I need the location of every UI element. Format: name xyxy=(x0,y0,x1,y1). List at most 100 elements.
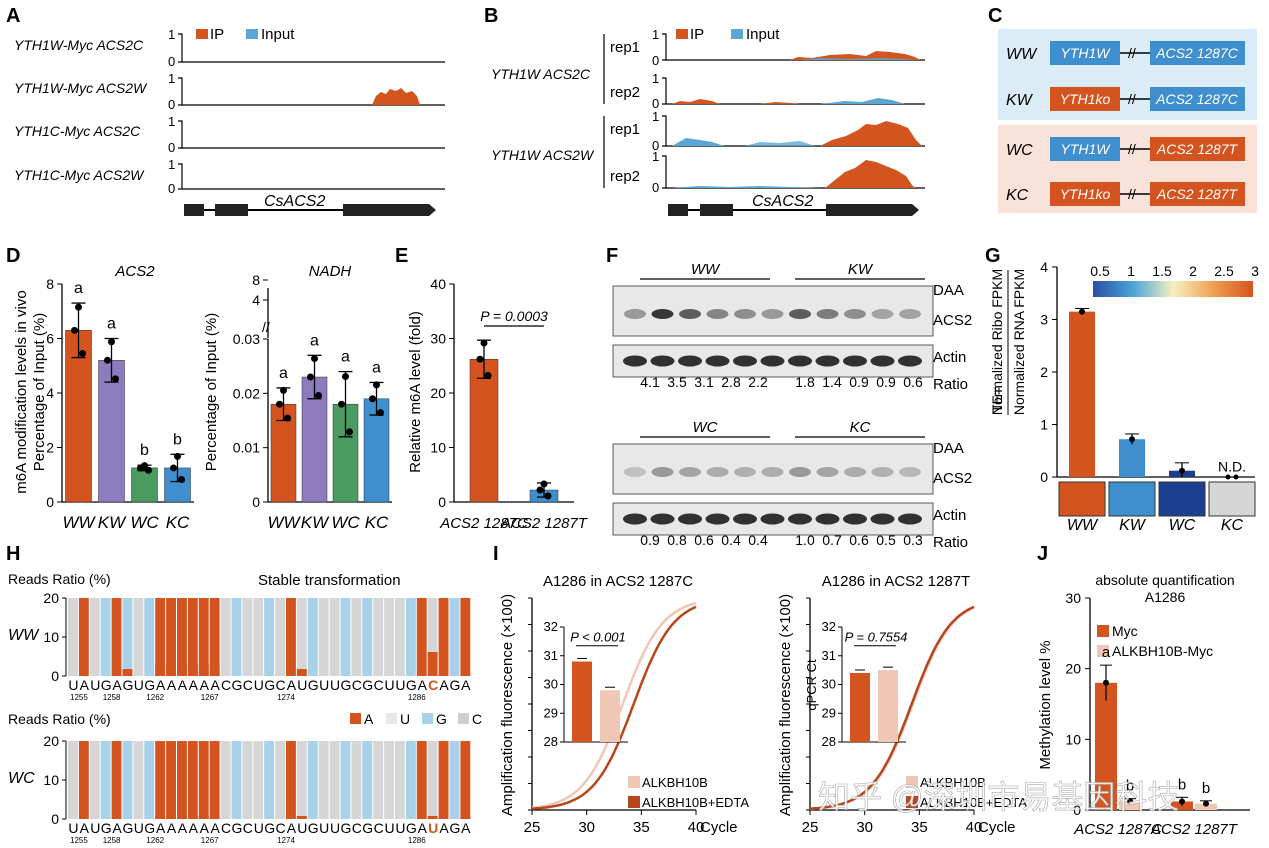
y-tick-label: 20 xyxy=(43,733,59,749)
y-tick-label: 0 xyxy=(1040,469,1048,485)
sequence-base: U xyxy=(319,677,329,693)
bar xyxy=(1069,311,1095,477)
ratio-value: 2.8 xyxy=(721,374,741,390)
a-fraction xyxy=(187,816,198,819)
sequence-base: G xyxy=(308,677,319,693)
gene-model xyxy=(184,204,436,216)
construct-box xyxy=(1150,182,1245,206)
base-bar xyxy=(220,598,231,676)
track-label: YTH1C-Myc ACS2C xyxy=(14,123,141,139)
sequence-base: A xyxy=(210,820,220,836)
base-bar xyxy=(122,598,133,676)
rep-label: rep1 xyxy=(610,121,640,138)
linker-break: // xyxy=(1128,91,1136,107)
data-point xyxy=(276,400,283,408)
construct-label: YTH1ko xyxy=(1060,186,1111,202)
base-bar xyxy=(362,741,373,819)
legend-input-label: Input xyxy=(261,26,295,43)
a-fraction xyxy=(198,664,209,676)
x-tick-label: ACS2 1287T xyxy=(1150,821,1239,838)
a-fraction xyxy=(427,816,438,819)
significance-letter: b xyxy=(173,431,182,448)
base-bar xyxy=(144,598,155,676)
base-bar xyxy=(242,598,253,676)
base-bar xyxy=(395,741,405,819)
inset-y-label: qPCR Ct xyxy=(804,659,819,711)
construct-label: ACS2 1287C xyxy=(1155,45,1239,61)
data-point xyxy=(544,492,552,500)
significance-letter: a xyxy=(74,280,83,297)
sequence-base: A xyxy=(210,677,220,693)
sequence-base: A xyxy=(167,820,177,836)
legend-ip-swatch xyxy=(676,29,688,39)
sequence-base: A xyxy=(439,820,449,836)
legend-swatch xyxy=(422,713,433,724)
base-bar xyxy=(209,741,220,819)
y-tick-label: 20 xyxy=(1065,661,1081,677)
svg-text:0: 0 xyxy=(168,54,175,69)
base-bar xyxy=(449,598,460,676)
legend-swatch xyxy=(386,713,397,724)
bar xyxy=(469,358,499,503)
acs2-band xyxy=(706,467,729,477)
gene-name: CsACS2 xyxy=(752,193,813,210)
actin-band xyxy=(898,355,922,367)
inset-tick-label: 32 xyxy=(544,619,558,634)
y-axis-label: Percentage of Input (%) xyxy=(203,313,220,471)
a-fraction xyxy=(460,816,471,819)
ratio-value: 4.1 xyxy=(640,374,660,390)
inset-tick-label: 32 xyxy=(822,619,836,634)
sequence-base: A xyxy=(461,677,471,693)
construct-box xyxy=(1150,87,1245,111)
gene-model xyxy=(668,204,919,216)
base-bar xyxy=(416,741,427,819)
sequence-base: U xyxy=(90,820,100,836)
base-bar xyxy=(133,741,144,819)
base-bar xyxy=(166,598,176,676)
sequence-base: G xyxy=(232,820,243,836)
panel-b-label: B xyxy=(484,5,498,27)
track-label: YTH1C-Myc ACS2W xyxy=(14,167,145,183)
legend-swatch xyxy=(906,796,918,808)
a-fraction xyxy=(209,664,220,676)
legend-label: ALKBH10B xyxy=(920,775,986,790)
significance-letter: a xyxy=(310,332,319,349)
legend-swatch xyxy=(1097,625,1109,637)
nd-label: N.D. xyxy=(1218,458,1246,474)
base-bar xyxy=(242,741,253,819)
actin-band xyxy=(843,513,867,525)
x-tick-label: KW xyxy=(301,513,330,532)
ratio-value: 0.9 xyxy=(640,532,660,548)
sequence-base: A xyxy=(167,677,177,693)
sequence-base: G xyxy=(101,677,112,693)
legend-label: U xyxy=(400,711,410,727)
sequence-base: U xyxy=(254,820,264,836)
svg-text:0: 0 xyxy=(652,96,659,111)
sequence-base: U xyxy=(395,820,405,836)
base-bar xyxy=(231,741,242,819)
data-point xyxy=(484,371,492,379)
ratio-value: 0.5 xyxy=(876,532,896,548)
sequence-base: C xyxy=(275,820,285,836)
y-tick-label: 10 xyxy=(430,440,446,456)
construct-label: YTH1ko xyxy=(1060,91,1111,107)
actin-band xyxy=(650,355,675,367)
data-point xyxy=(338,400,345,408)
sequence-base: C xyxy=(221,677,231,693)
acs2-band xyxy=(899,309,921,319)
sequence-base: A xyxy=(439,677,449,693)
position-label: 1286 xyxy=(408,836,426,845)
base-bar xyxy=(198,598,209,676)
ratio-value: 0.4 xyxy=(748,532,768,548)
data-point xyxy=(342,372,349,380)
x-tick-label: 30 xyxy=(856,819,873,836)
ratio-value: 1.8 xyxy=(795,374,815,390)
sequence-base: U xyxy=(134,820,144,836)
sequence-base: U xyxy=(90,677,100,693)
ratio-value: 1.4 xyxy=(822,374,842,390)
actin-band xyxy=(623,513,647,525)
acs2-band xyxy=(871,309,894,319)
base-bar xyxy=(460,598,471,676)
